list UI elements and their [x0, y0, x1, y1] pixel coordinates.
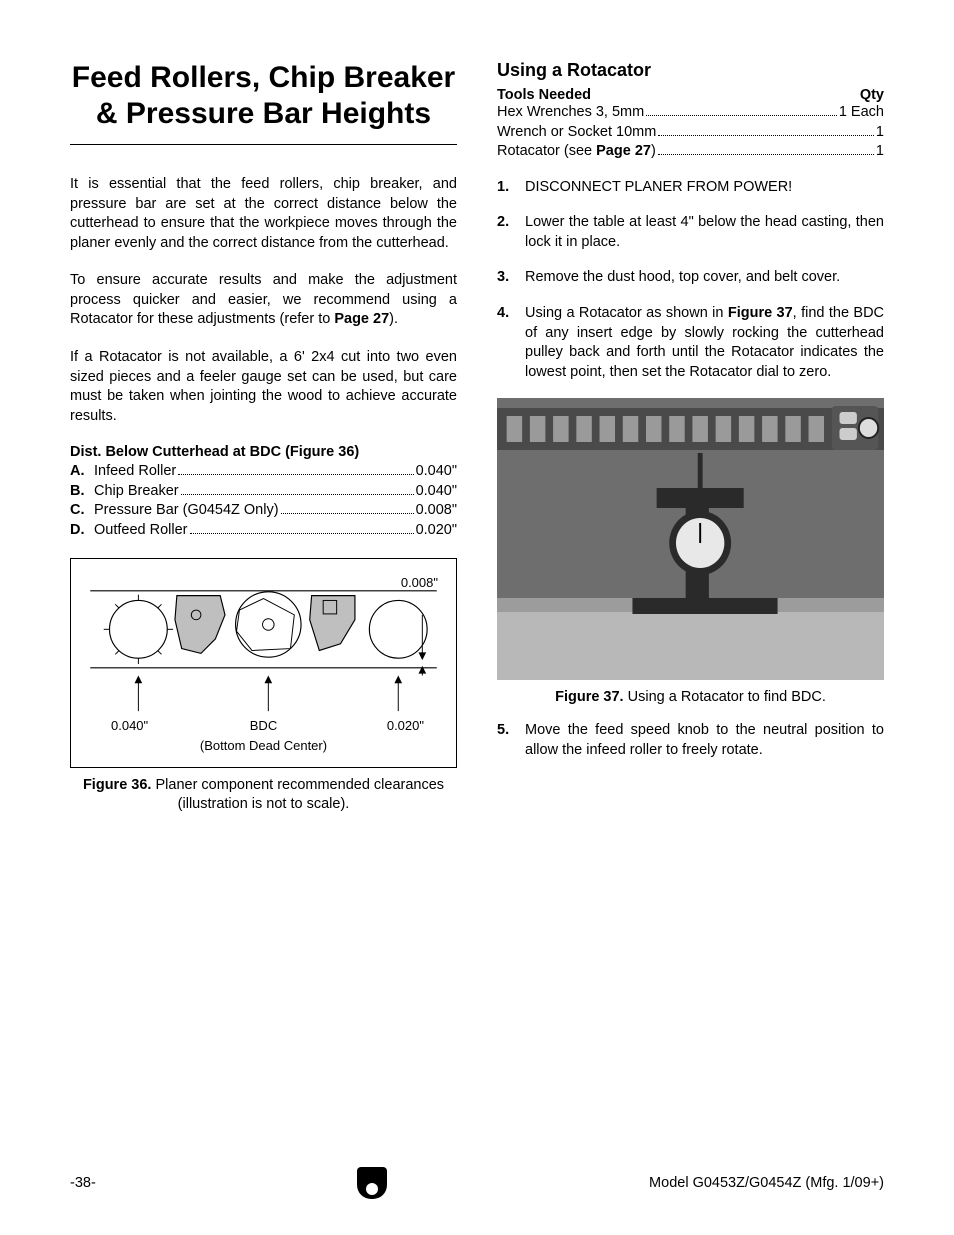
dist-label: Outfeed Roller [94, 521, 188, 541]
dist-row: C. Pressure Bar (G0454Z Only) 0.008" [70, 501, 457, 521]
page-footer: -38- Model G0453Z/G0454Z (Mfg. 1/09+) [70, 1167, 884, 1199]
figure-36-diagram: 0.008" 0.040" BDC (Bottom Dead Center) 0… [70, 558, 457, 768]
tool-row: Hex Wrenches 3, 5mm 1 Each [497, 103, 884, 123]
tool-val: 1 [876, 123, 884, 143]
dist-letter: A. [70, 462, 94, 482]
fig37-label: Figure 37. [555, 689, 624, 705]
step-text: Move the feed speed knob to the neutral … [525, 721, 884, 760]
brand-logo-icon [357, 1167, 387, 1199]
figure-37-photo [497, 398, 884, 680]
dist-label: Infeed Roller [94, 462, 176, 482]
tool-val: 1 [876, 142, 884, 162]
model-info: Model G0453Z/G0454Z (Mfg. 1/09+) [649, 1175, 884, 1191]
tool-row: Rotacator (see Page 27) 1 [497, 142, 884, 162]
section-subtitle: Using a Rotacator [497, 60, 884, 81]
intro-para-1: It is essential that the feed rollers, c… [70, 175, 457, 253]
step-text: Using a Rotacator as shown in Figure 37,… [525, 304, 884, 382]
distance-list: Dist. Below Cutterhead at BDC (Figure 36… [70, 444, 457, 540]
dist-val: 0.040" [416, 462, 457, 482]
tool-row: Wrench or Socket 10mm 1 [497, 123, 884, 143]
dist-label: Pressure Bar (G0454Z Only) [94, 501, 279, 521]
dist-val: 0.040" [416, 482, 457, 502]
dist-title: Dist. Below Cutterhead at BDC (Figure 36… [70, 444, 457, 460]
step-item: 5.Move the feed speed knob to the neutra… [497, 721, 884, 760]
step-text: DISCONNECT PLANER FROM POWER! [525, 178, 792, 198]
fig36-label: Figure 36. [83, 777, 152, 793]
tool-label: Wrench or Socket 10mm [497, 123, 656, 143]
dist-row: B. Chip Breaker 0.040" [70, 482, 457, 502]
page-title: Feed Rollers, Chip Breaker & Pressure Ba… [70, 60, 457, 145]
diagram-svg [71, 559, 456, 767]
dist-row: A. Infeed Roller 0.040" [70, 462, 457, 482]
left-column: Feed Rollers, Chip Breaker & Pressure Ba… [70, 60, 457, 814]
step-item: 3.Remove the dust hood, top cover, and b… [497, 268, 884, 288]
step-item: 1.DISCONNECT PLANER FROM POWER! [497, 178, 884, 198]
dist-row: D. Outfeed Roller 0.020" [70, 521, 457, 541]
diagram-label-bdc2: (Bottom Dead Center) [71, 738, 456, 753]
steps-list-cont: 5.Move the feed speed knob to the neutra… [497, 721, 884, 760]
fig36-text: Planer component recommended clearances … [151, 777, 444, 812]
steps-list: 1.DISCONNECT PLANER FROM POWER! 2.Lower … [497, 178, 884, 383]
dist-val: 0.008" [416, 501, 457, 521]
intro-para-2: To ensure accurate results and make the … [70, 271, 457, 330]
tool-val: 1 Each [839, 103, 884, 123]
qty-label: Qty [860, 87, 884, 103]
intro-para-3: If a Rotacator is not available, a 6' 2x… [70, 348, 457, 426]
dist-letter: B. [70, 482, 94, 502]
page-number: -38- [70, 1175, 96, 1191]
tools-needed-label: Tools Needed [497, 87, 591, 103]
page-content: Feed Rollers, Chip Breaker & Pressure Ba… [70, 60, 884, 814]
p2-a: To ensure accurate results and make the … [70, 272, 457, 327]
step-item: 4.Using a Rotacator as shown in Figure 3… [497, 304, 884, 382]
dist-label: Chip Breaker [94, 482, 179, 502]
step-text: Lower the table at least 4" below the he… [525, 213, 884, 252]
figure-37-caption: Figure 37. Using a Rotacator to find BDC… [497, 688, 884, 707]
step-item: 2.Lower the table at least 4" below the … [497, 213, 884, 252]
tool-label: Rotacator (see Page 27) [497, 142, 656, 162]
tool-label: Hex Wrenches 3, 5mm [497, 103, 644, 123]
figure-36-caption: Figure 36. Planer component recommended … [70, 776, 457, 814]
fig37-text: Using a Rotacator to find BDC. [624, 689, 826, 705]
right-column: Using a Rotacator Tools Needed Qty Hex W… [497, 60, 884, 814]
diagram-label-right: 0.020" [387, 718, 424, 733]
diagram-label-top: 0.008" [401, 575, 438, 590]
p2-c: ). [389, 311, 398, 327]
dist-val: 0.020" [416, 521, 457, 541]
dist-letter: C. [70, 501, 94, 521]
photo-svg [497, 398, 884, 680]
step-text: Remove the dust hood, top cover, and bel… [525, 268, 840, 288]
tools-header: Tools Needed Qty [497, 87, 884, 103]
p2-pageref: Page 27 [334, 311, 389, 327]
dist-letter: D. [70, 521, 94, 541]
